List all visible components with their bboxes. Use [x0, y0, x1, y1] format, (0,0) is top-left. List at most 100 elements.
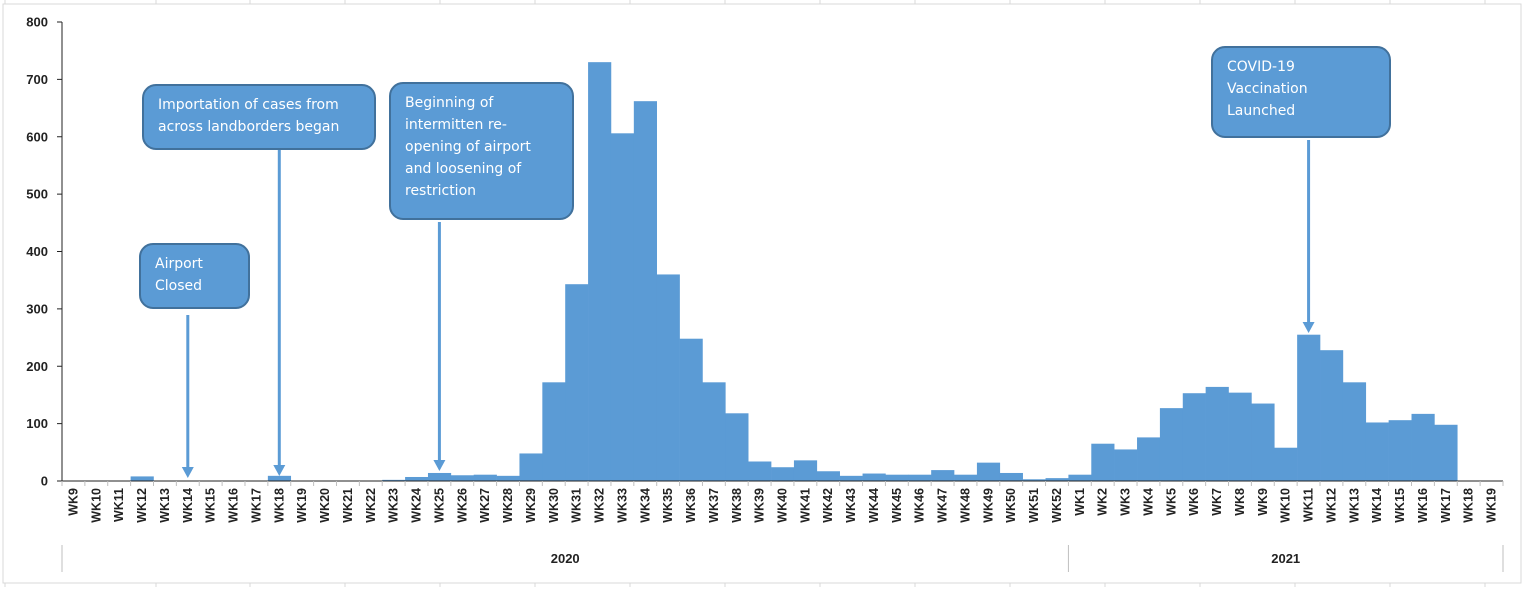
x-tick-label: WK47 [936, 488, 950, 523]
bar [954, 474, 978, 481]
x-tick-label: WK3 [1119, 488, 1133, 516]
y-tick-label: 300 [26, 301, 48, 316]
x-tick-label: WK46 [913, 488, 927, 523]
x-tick-label: WK22 [364, 488, 378, 523]
x-tick-label: WK19 [1485, 488, 1499, 523]
bars [130, 62, 1458, 482]
x-tick-label: WK25 [432, 488, 446, 523]
x-tick-label: WK44 [867, 488, 881, 523]
bar [679, 338, 703, 481]
x-tick-label: WK26 [455, 488, 469, 523]
bar [1205, 386, 1229, 481]
bar [816, 471, 840, 481]
bar [450, 475, 475, 481]
x-tick-label: WK16 [227, 488, 241, 523]
x-tick-label: WK11 [112, 488, 126, 522]
y-tick-label: 800 [26, 15, 48, 30]
callout-line: across landborders began [158, 119, 340, 135]
callout-line: COVID-19 [1227, 59, 1295, 75]
x-tick-label: WK38 [730, 488, 744, 523]
bar [519, 453, 543, 481]
callout-line: Airport [155, 256, 203, 272]
x-tick-label: WK40 [776, 488, 790, 523]
bar [908, 474, 932, 481]
bar [1411, 413, 1435, 481]
x-tick-label: WK21 [341, 488, 355, 523]
bar [473, 474, 497, 481]
x-tick-label: WK16 [1416, 488, 1430, 523]
bar [542, 382, 566, 481]
x-tick-label: WK34 [638, 488, 652, 523]
annotation-arrowhead [1302, 322, 1315, 333]
bar [862, 473, 886, 481]
bar [976, 462, 1001, 481]
bar [1297, 334, 1321, 481]
bar [885, 474, 909, 481]
callout-line: Launched [1227, 103, 1296, 119]
x-tick-labels: WK9 WK10 WK11 WK12 WK13 WK14 WK15 WK16 WK17 WK18 W… [66, 488, 1498, 523]
bar [1182, 393, 1206, 481]
bar [748, 461, 772, 481]
x-tick-label: WK7 [1210, 488, 1224, 516]
x-tick-label: WK6 [1187, 488, 1201, 516]
x-tick-label: WK15 [204, 488, 218, 523]
bar [1434, 424, 1458, 481]
year-label: 2020 [551, 551, 580, 566]
bar [496, 475, 520, 481]
y-tick-label: 400 [26, 244, 48, 259]
bar [702, 382, 726, 481]
x-tick-label: WK49 [981, 488, 995, 523]
x-tick-label: WK12 [135, 488, 149, 523]
x-tick-label: WK17 [1439, 488, 1453, 523]
bar [1320, 350, 1344, 481]
bar [1274, 447, 1298, 481]
bar [793, 460, 818, 481]
callout-line: intermitten re- [405, 117, 507, 133]
x-tick-label: WK41 [798, 488, 812, 523]
x-tick-label: WK14 [1370, 488, 1384, 523]
x-tick-label: WK48 [958, 488, 972, 523]
x-tick-label: WK18 [1462, 488, 1476, 523]
bar [839, 475, 863, 481]
x-tick-label: WK10 [1279, 488, 1293, 523]
callout-importation: Importation of cases from across landbor… [142, 84, 376, 150]
bar [999, 472, 1023, 481]
x-tick-label: WK19 [295, 488, 309, 523]
x-tick-label: WK15 [1393, 488, 1407, 523]
annotation-arrowhead [181, 467, 194, 478]
bar [1068, 474, 1092, 481]
callout-airport-closed: Airport Closed [139, 243, 250, 309]
callout-line: Importation of cases from [158, 97, 339, 113]
bar [382, 479, 406, 481]
bar [1228, 392, 1252, 481]
x-tick-label: WK52 [1050, 488, 1064, 523]
bar [1114, 449, 1138, 481]
x-tick-label: WK17 [249, 488, 263, 523]
bar [771, 467, 795, 481]
bar [130, 476, 154, 481]
x-tick-label: WK8 [1233, 488, 1247, 516]
x-tick-label: WK36 [684, 488, 698, 523]
callout-line: and loosening of [405, 161, 522, 177]
bar [267, 475, 292, 481]
y-tick-label: 700 [26, 72, 48, 87]
bar [588, 62, 612, 481]
bar [656, 274, 680, 481]
callout-line: opening of airport [405, 139, 531, 155]
x-tick-label: WK39 [753, 488, 767, 523]
x-tick-label: WK30 [547, 488, 561, 523]
x-tick-label: WK27 [478, 488, 492, 523]
y-tick-labels: 0 100 200 300 400 500 600 700 800 [26, 15, 48, 489]
x-tick-label: WK20 [318, 488, 332, 523]
bar [1365, 422, 1389, 481]
x-tick-label: WK1 [1073, 488, 1087, 516]
x-tick-label: WK23 [387, 488, 401, 523]
x-tick-label: WK12 [1324, 488, 1338, 523]
x-tick-label: WK11 [1302, 488, 1316, 522]
y-tick-label: 100 [26, 416, 48, 431]
year-group-labels: 2020 2021 [551, 551, 1300, 566]
callout-vaccination: COVID-19 Vaccination Launched [1211, 46, 1391, 138]
callout-line: Beginning of [405, 95, 494, 111]
bar [405, 476, 429, 481]
x-tick-label: WK2 [1096, 488, 1110, 516]
